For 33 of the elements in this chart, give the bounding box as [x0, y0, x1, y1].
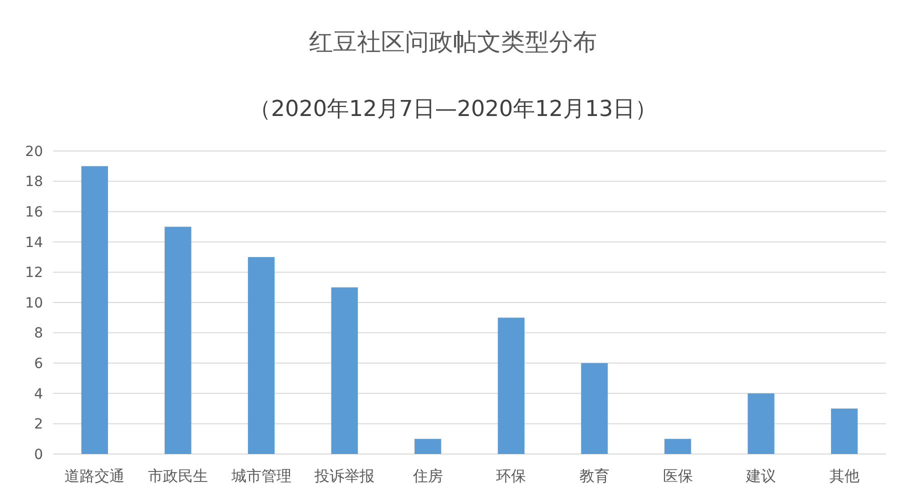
x-tick-label: 道路交通: [64, 467, 125, 485]
bar: [498, 318, 524, 454]
x-tick-label: 城市管理: [230, 467, 292, 485]
y-tick-label: 10: [25, 295, 43, 312]
y-tick-label: 18: [25, 174, 43, 190]
y-tick-label: 2: [34, 416, 43, 433]
x-tick-label: 医保: [662, 467, 693, 485]
x-tick-label: 住房: [412, 467, 443, 485]
bar: [664, 438, 692, 454]
y-tick-label: 0: [34, 446, 43, 463]
x-tick-label: 投诉举报: [314, 467, 375, 485]
bar: [164, 226, 192, 454]
bar: [81, 166, 108, 454]
chart-subtitle: （2020年12月7日—2020年12月13日）: [249, 97, 657, 122]
y-tick-label: 12: [25, 265, 43, 282]
x-tick-label: 市政民生: [148, 467, 208, 485]
y-tick-label: 16: [25, 204, 44, 220]
bar: [248, 257, 275, 454]
y-tick-label: 4: [34, 386, 44, 402]
y-tick-label: 14: [25, 234, 44, 251]
y-tick-label: 8: [34, 326, 43, 342]
y-tick-label: 20: [25, 144, 43, 160]
bar: [414, 438, 442, 454]
chart-title: 红豆社区问政帖文类型分布: [309, 28, 597, 56]
x-tick-label: 其他: [829, 467, 860, 485]
bar: [748, 393, 774, 454]
x-tick-label: 环保: [496, 467, 526, 485]
bar: [581, 363, 608, 454]
x-tick-label: 建议: [745, 467, 776, 485]
bar: [331, 287, 358, 454]
y-tick-label: 6: [34, 356, 44, 372]
x-tick-label: 教育: [579, 467, 610, 485]
bar: [831, 408, 858, 454]
